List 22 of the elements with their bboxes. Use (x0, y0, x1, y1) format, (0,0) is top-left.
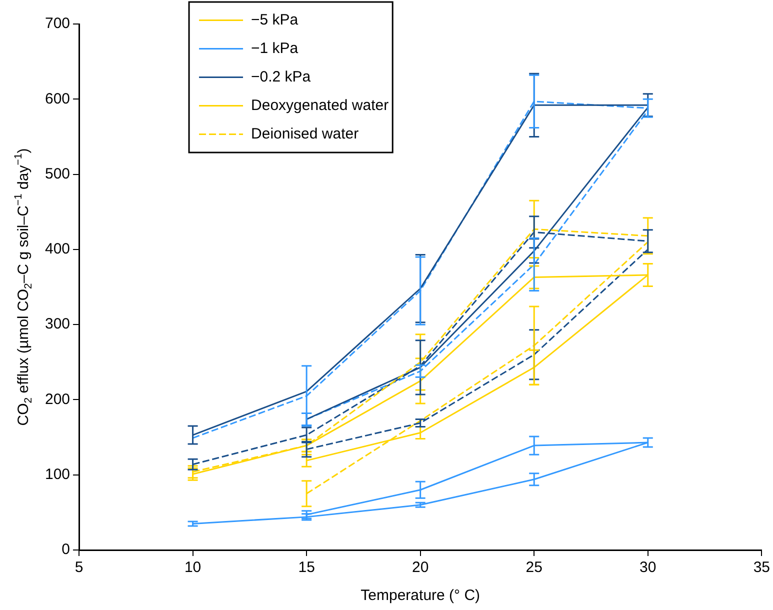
y-tick-label: 600 (44, 90, 70, 108)
x-tick-label: 5 (74, 559, 84, 576)
legend-label: −5 kPa (251, 11, 299, 28)
y-tick-label: 200 (44, 390, 70, 408)
y-tick-label: 500 (44, 165, 70, 182)
x-tick-label: 15 (298, 559, 315, 576)
y-tick-label: 0 (62, 541, 70, 558)
y-tick-label: 300 (44, 316, 70, 333)
x-tick-label: 20 (412, 559, 429, 576)
y-tick-label: 400 (44, 240, 70, 258)
y-tick-label: 100 (44, 466, 70, 483)
legend-label: Deionised water (251, 125, 359, 142)
x-tick-label: 25 (526, 559, 542, 576)
x-tick-label: 35 (753, 559, 770, 576)
legend-label: Deoxygenated water (251, 96, 389, 114)
y-tick-label: 700 (44, 15, 70, 32)
x-axis-title: Temperature (° C) (360, 587, 480, 604)
legend-label: −0.2 kPa (251, 68, 312, 86)
text: CO2 efflux (µmol CO2–C g soil–C−1 day−1) (12, 148, 34, 426)
legend-label: −1 kPa (251, 40, 299, 57)
x-tick-label: 30 (640, 559, 656, 576)
x-tick-label: 10 (184, 559, 202, 576)
